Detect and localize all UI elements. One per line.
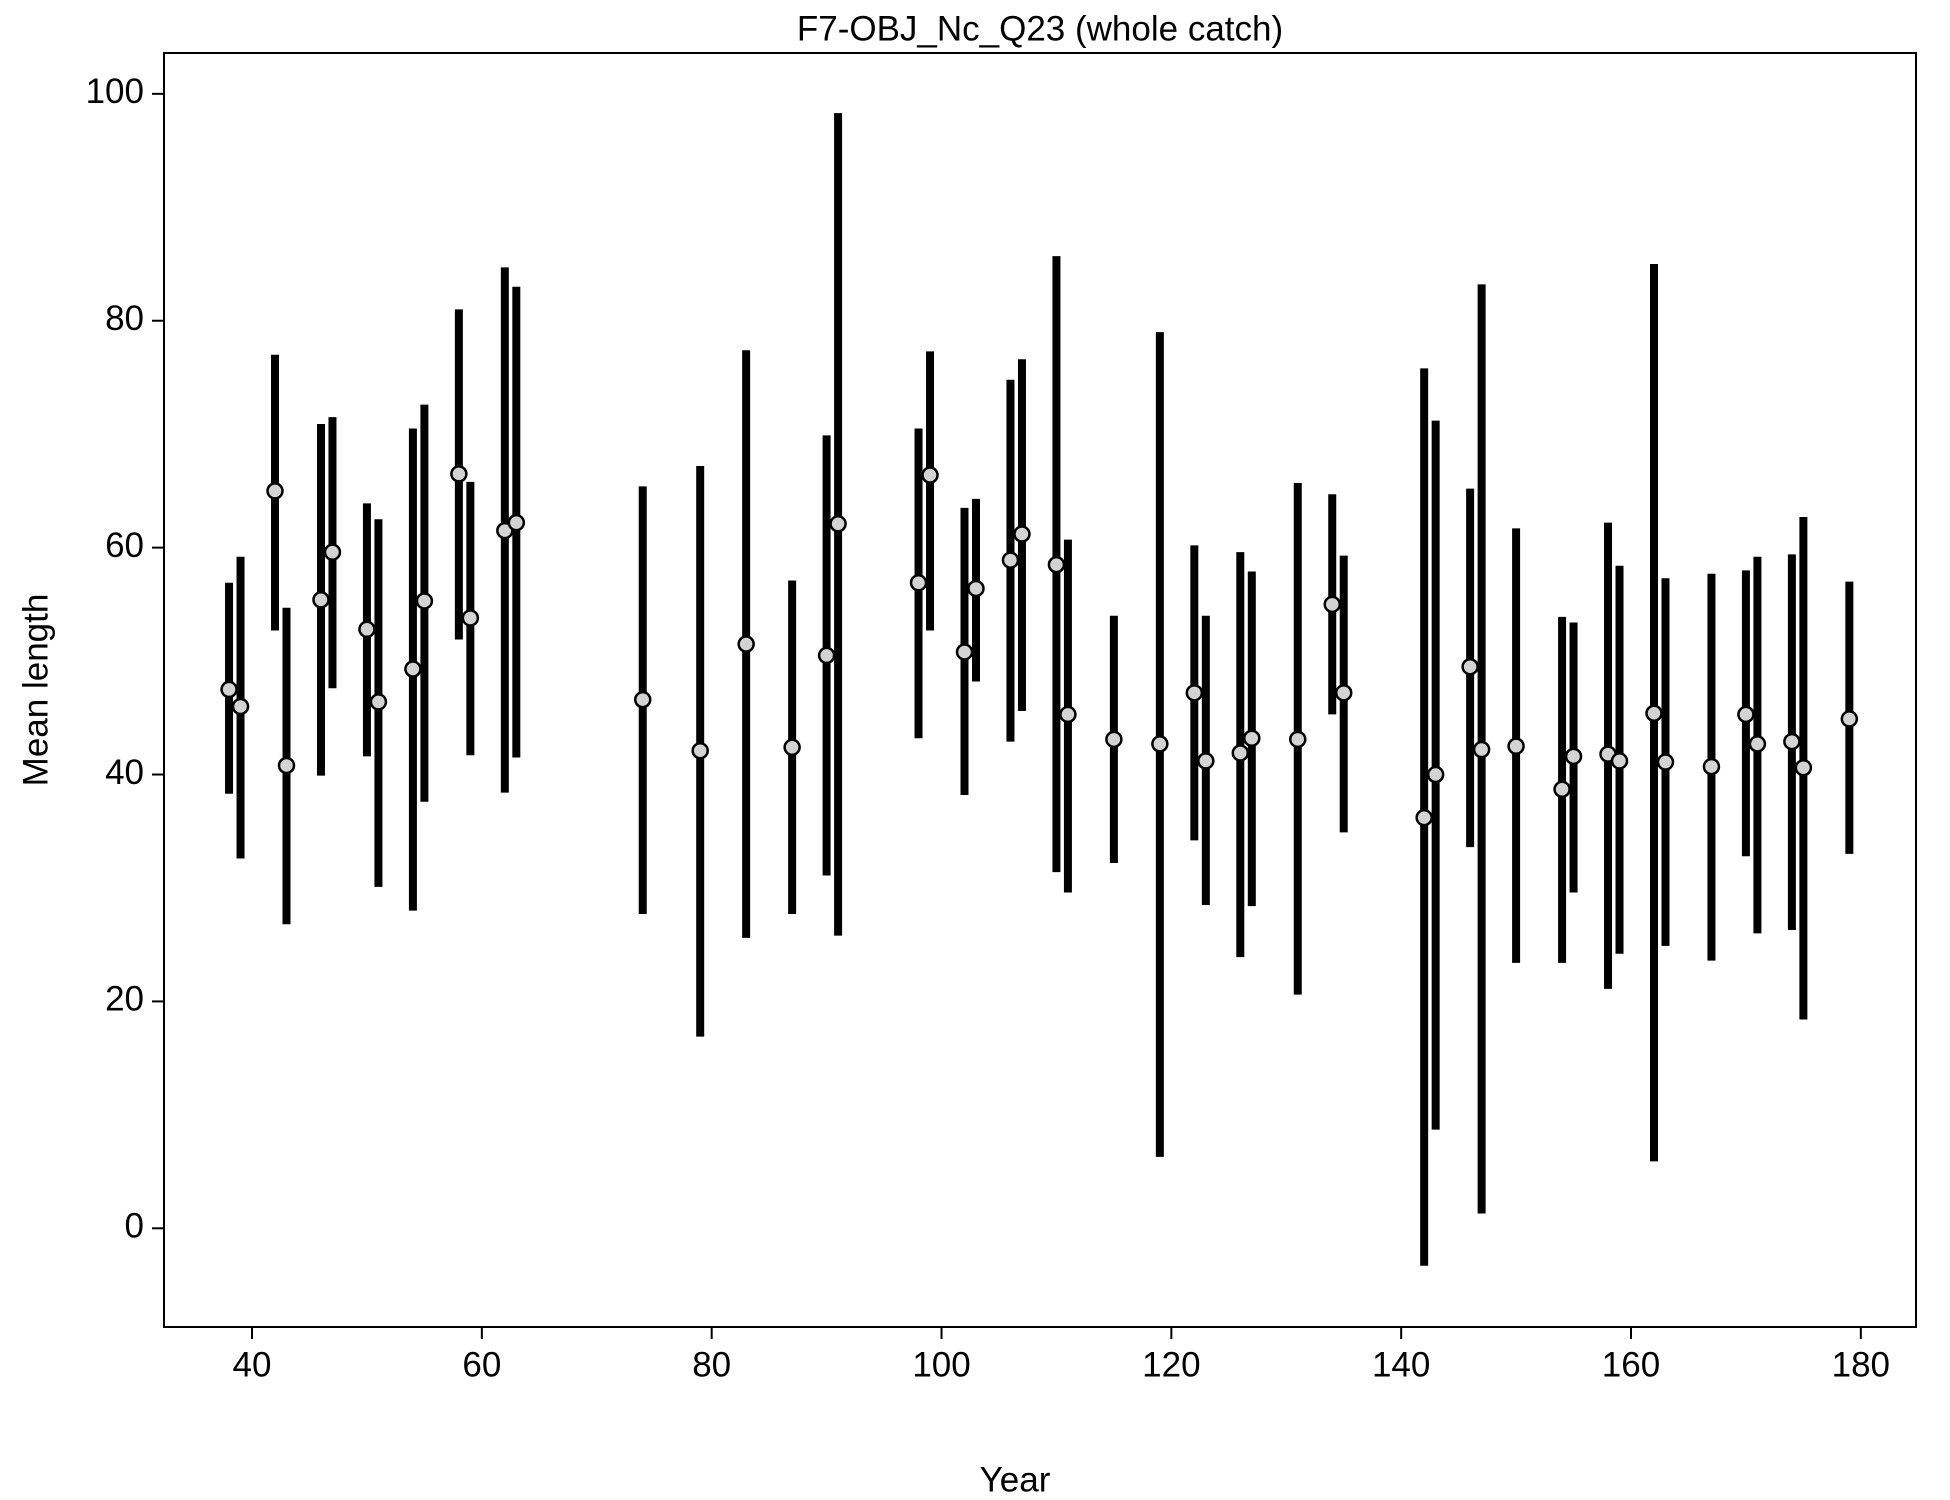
point <box>404 660 422 678</box>
y-axis-label: Mean length <box>16 594 55 787</box>
point <box>1197 752 1215 770</box>
point <box>633 690 652 709</box>
x-tick-label: 160 <box>1602 1345 1660 1384</box>
plot-frame <box>163 52 1917 1328</box>
point <box>967 579 985 598</box>
point <box>1840 710 1859 728</box>
point <box>323 543 342 561</box>
y-tick-label: 20 <box>105 980 144 1019</box>
x-tick-label: 40 <box>233 1345 272 1384</box>
point <box>231 697 250 716</box>
point <box>461 609 480 627</box>
point <box>1185 684 1204 702</box>
point <box>1105 730 1123 749</box>
point <box>1461 657 1479 676</box>
point <box>955 643 974 661</box>
point <box>266 482 284 500</box>
point <box>1610 752 1629 770</box>
y-tick-label: 60 <box>105 526 144 565</box>
x-tick-label: 120 <box>1142 1345 1200 1384</box>
point <box>1426 765 1445 784</box>
point <box>496 521 514 540</box>
point <box>507 513 526 532</box>
point <box>1289 730 1307 749</box>
x-tick-label: 100 <box>912 1345 970 1384</box>
point <box>1748 735 1767 753</box>
point <box>1334 684 1353 702</box>
point <box>1737 705 1755 724</box>
point <box>921 466 939 484</box>
point <box>1472 740 1491 759</box>
point <box>817 646 836 665</box>
point <box>312 591 330 609</box>
point <box>1151 735 1169 753</box>
point <box>1243 729 1261 747</box>
point <box>1553 780 1571 799</box>
point <box>1645 704 1663 723</box>
point <box>415 592 434 610</box>
point <box>369 693 388 711</box>
point <box>1783 732 1801 751</box>
y-tick-label: 40 <box>105 753 144 792</box>
point <box>220 680 238 699</box>
y-tick-label: 80 <box>105 299 144 338</box>
x-tick-label: 80 <box>692 1345 731 1384</box>
x-tick-label: 60 <box>462 1345 501 1384</box>
point <box>1001 551 1020 569</box>
point <box>829 515 847 533</box>
chart-title: F7-OBJ_Nc_Q23 (whole catch) <box>797 9 1283 48</box>
point <box>1047 555 1066 574</box>
point <box>691 741 709 760</box>
point <box>1323 595 1341 614</box>
point <box>1059 705 1077 724</box>
point <box>783 738 801 757</box>
y-tick-label: 100 <box>86 72 144 111</box>
point <box>909 574 928 592</box>
point <box>450 465 468 483</box>
point <box>1702 757 1721 776</box>
point <box>1507 737 1525 755</box>
y-tick-label: 0 <box>125 1207 144 1246</box>
point <box>1231 744 1250 762</box>
point <box>1564 747 1583 766</box>
point <box>277 756 296 775</box>
point <box>1656 753 1675 771</box>
point <box>737 635 755 653</box>
x-axis-label: Year <box>980 1460 1051 1499</box>
x-tick-label: 180 <box>1832 1345 1890 1384</box>
point <box>1794 758 1813 777</box>
point <box>358 620 376 639</box>
x-tick-label: 140 <box>1372 1345 1430 1384</box>
point <box>1013 525 1031 543</box>
point <box>1415 808 1433 827</box>
